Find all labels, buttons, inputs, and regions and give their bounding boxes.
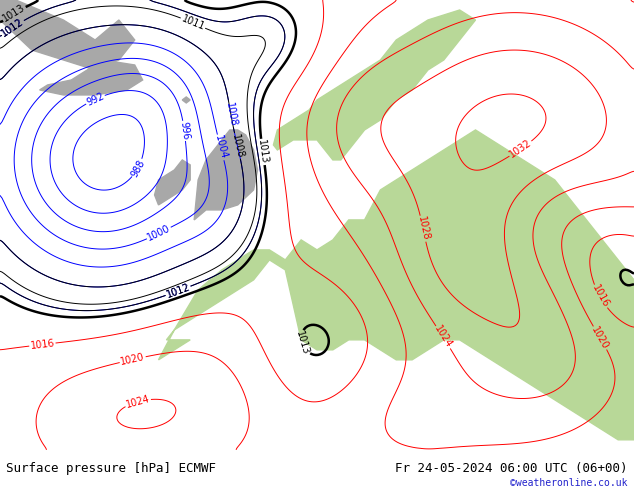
Polygon shape (0, 0, 134, 70)
Polygon shape (183, 97, 190, 103)
Text: 988: 988 (129, 158, 146, 178)
Polygon shape (194, 130, 257, 220)
Text: 1012: 1012 (165, 282, 191, 300)
Polygon shape (273, 10, 476, 160)
Text: 1013: 1013 (256, 139, 269, 165)
Text: 992: 992 (85, 91, 106, 108)
Text: 1012: 1012 (0, 17, 26, 39)
Text: 1008: 1008 (224, 101, 238, 127)
Polygon shape (155, 160, 190, 205)
Text: 1000: 1000 (146, 223, 172, 243)
Text: 1020: 1020 (590, 325, 611, 351)
Text: ©weatheronline.co.uk: ©weatheronline.co.uk (510, 478, 628, 488)
Text: 1012: 1012 (0, 17, 26, 39)
Text: 1024: 1024 (432, 324, 454, 350)
Polygon shape (39, 60, 143, 95)
Text: 1016: 1016 (590, 284, 611, 310)
Text: 1012: 1012 (165, 282, 191, 300)
Text: 1028: 1028 (416, 216, 430, 242)
Polygon shape (158, 130, 634, 440)
Text: Fr 24-05-2024 06:00 UTC (06+00): Fr 24-05-2024 06:00 UTC (06+00) (395, 462, 628, 475)
Text: 1016: 1016 (30, 338, 55, 351)
Text: 1013: 1013 (1, 3, 27, 24)
Text: 1013: 1013 (294, 330, 311, 356)
Text: 1008: 1008 (230, 133, 245, 159)
Text: 1020: 1020 (120, 352, 146, 367)
Text: 1024: 1024 (125, 393, 151, 410)
Text: Surface pressure [hPa] ECMWF: Surface pressure [hPa] ECMWF (6, 462, 216, 475)
Text: 1032: 1032 (508, 138, 534, 160)
Text: 1011: 1011 (179, 14, 206, 32)
Text: 1004: 1004 (213, 134, 228, 161)
Text: 996: 996 (178, 121, 190, 141)
